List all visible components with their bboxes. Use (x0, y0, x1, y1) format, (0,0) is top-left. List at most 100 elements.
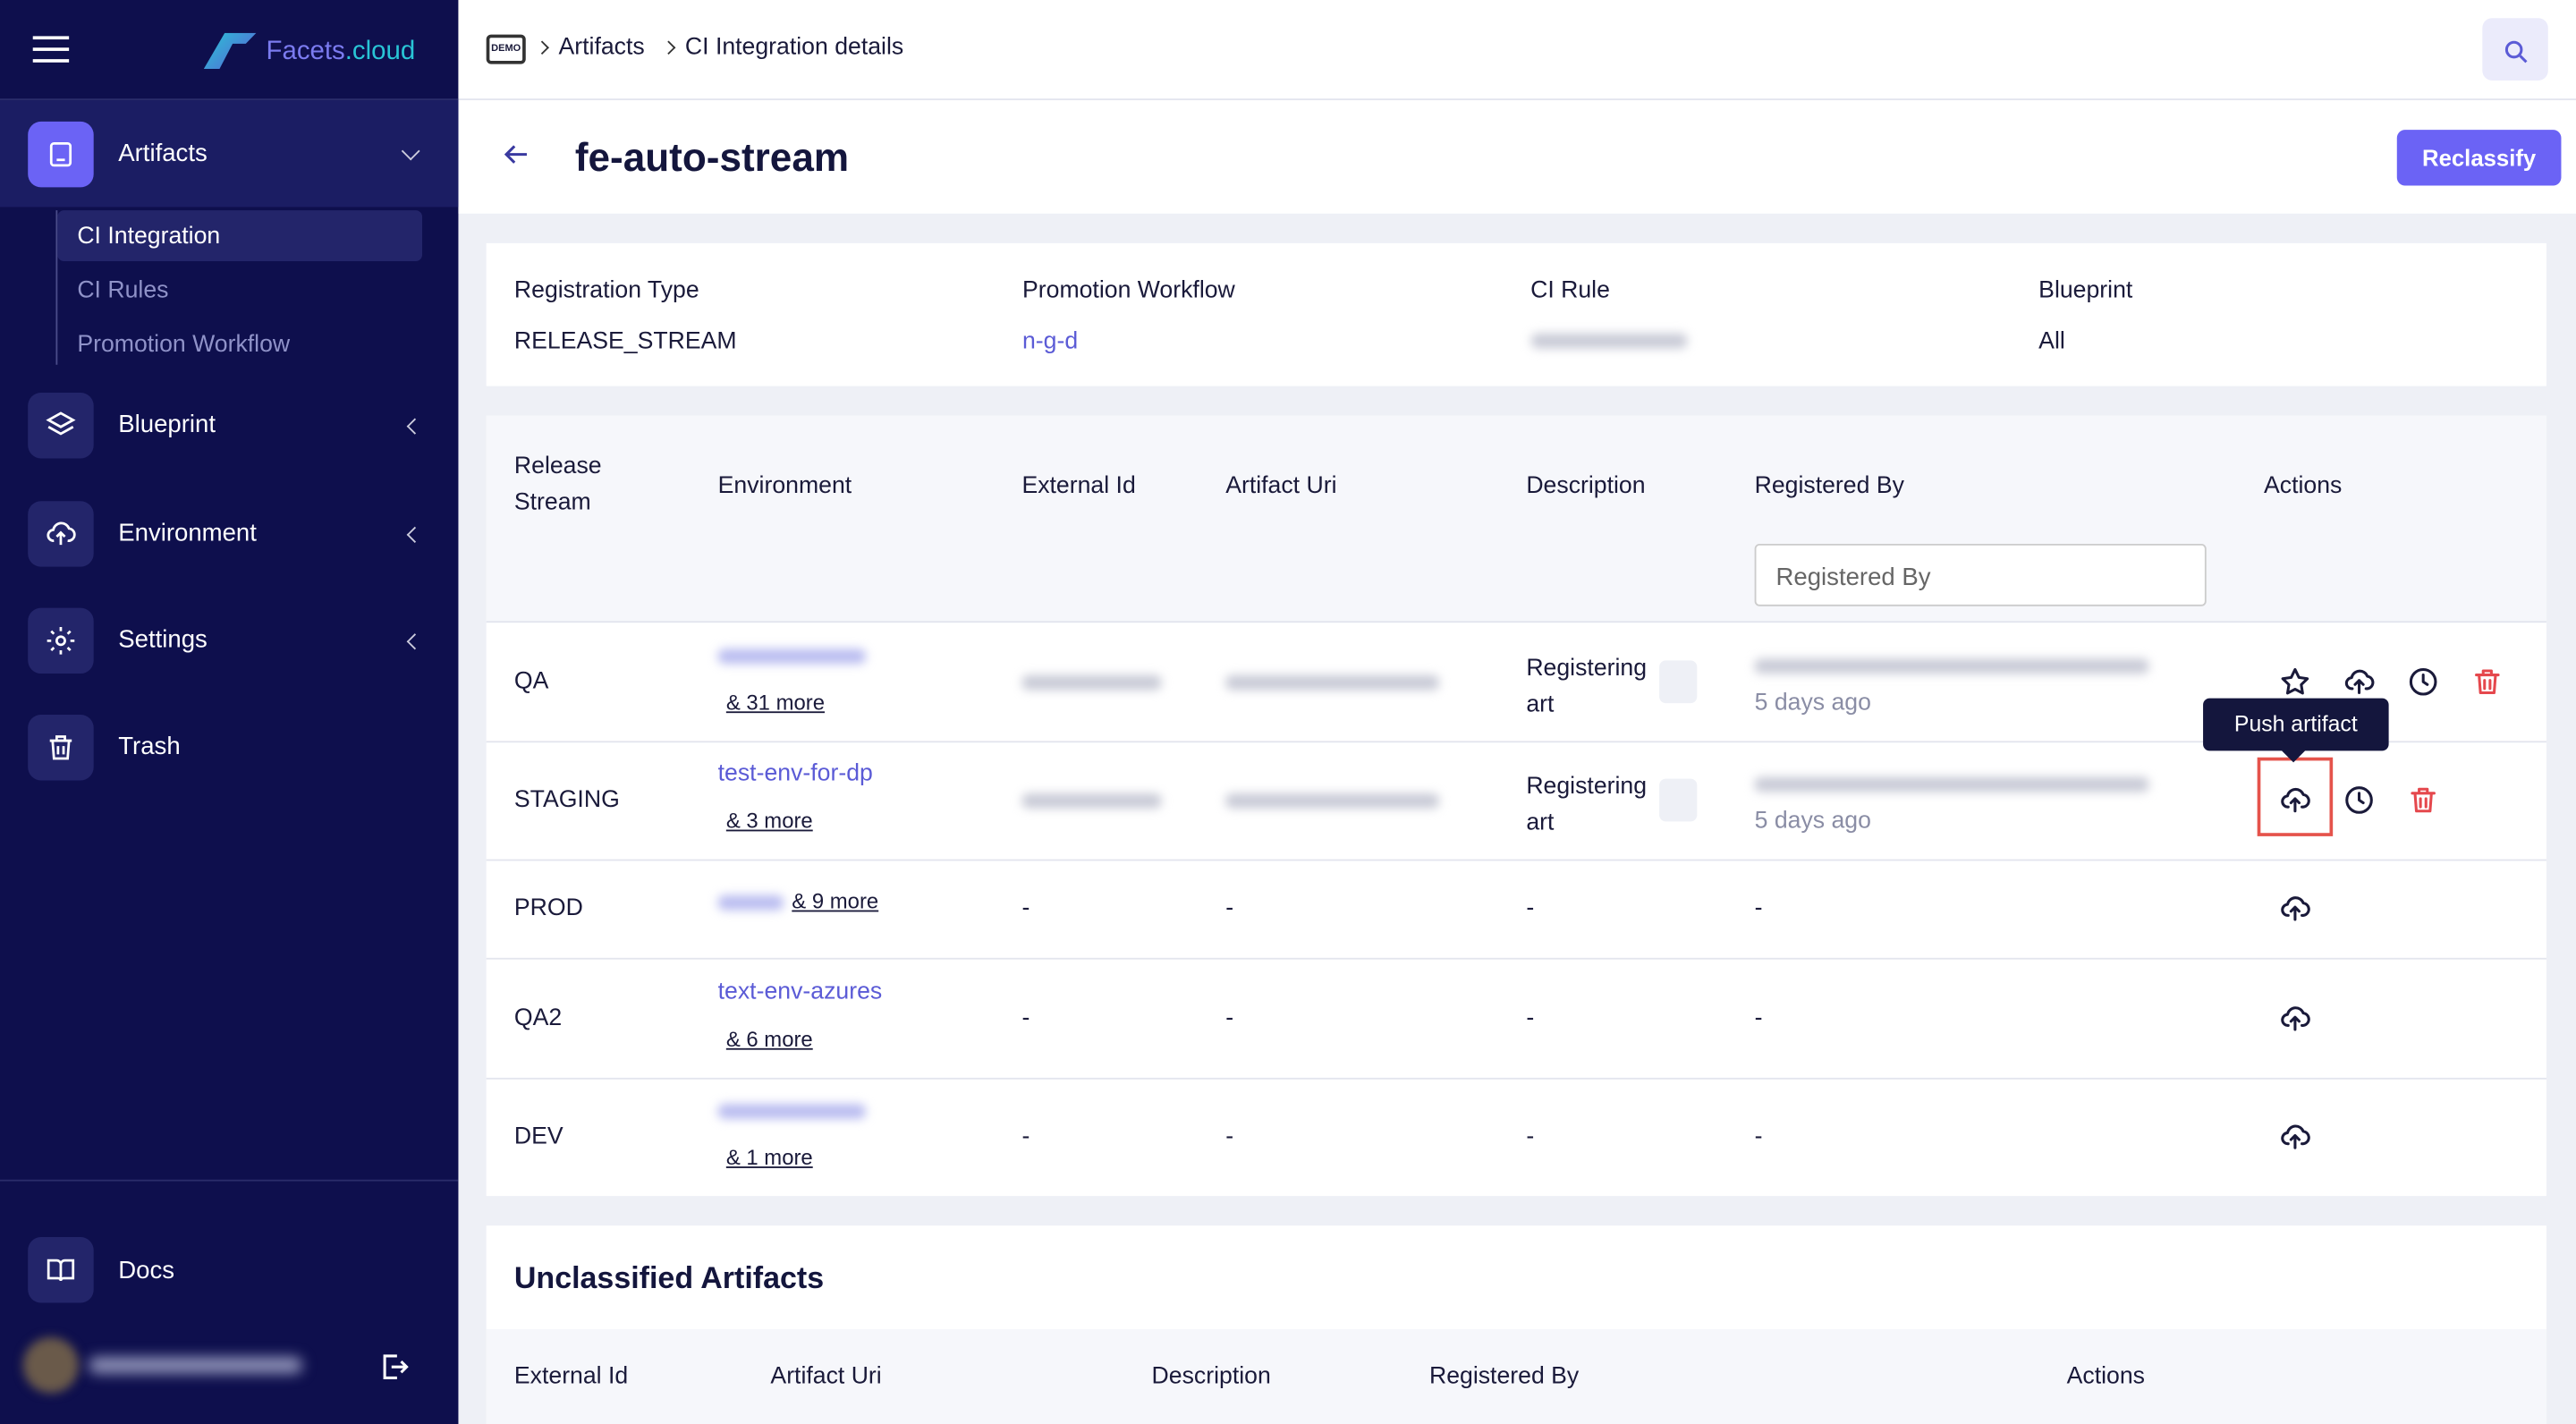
row-divider (486, 957, 2546, 960)
nav-item[interactable]: Trash (118, 733, 181, 761)
filter-input[interactable]: Registered By (1754, 543, 2207, 606)
subnav-item[interactable]: CI Rules (77, 277, 169, 304)
release-stream: DEV (513, 1123, 564, 1150)
more-link[interactable]: & 3 more (725, 808, 813, 834)
action-clock[interactable] (2343, 784, 2376, 817)
avatar (22, 1337, 80, 1394)
nav-icon-box (28, 501, 94, 567)
action-up[interactable] (2279, 1121, 2312, 1154)
blurred-user (1754, 776, 2149, 793)
nav-icon-box (28, 714, 94, 781)
registered-by: - (1754, 895, 1763, 922)
cell-artifact-uri: - (1225, 1004, 1234, 1031)
action-up[interactable] (2279, 784, 2312, 817)
row-divider (486, 741, 2546, 743)
title-bar (458, 100, 2576, 214)
more-button[interactable] (1659, 778, 1698, 822)
environment-link[interactable]: test-env-for-dp (717, 760, 873, 787)
nav-item[interactable]: Docs (118, 1257, 175, 1285)
action-up[interactable] (2279, 892, 2312, 925)
subnav-line (55, 210, 58, 365)
release-stream: QA2 (513, 1004, 563, 1031)
divider (0, 98, 459, 101)
user-name (89, 1357, 302, 1374)
release-stream: STAGING (513, 786, 620, 814)
registered-time: 5 days ago (1754, 690, 1871, 716)
subnav-item[interactable]: CI Integration (77, 223, 221, 250)
cell-artifact-uri: - (1225, 895, 1234, 922)
info-label: Blueprint (2038, 277, 2133, 304)
action-up[interactable] (2279, 1001, 2312, 1034)
more-link[interactable]: & 1 more (725, 1145, 813, 1170)
action-up[interactable] (2343, 665, 2376, 699)
menu-icon-mid (32, 47, 70, 51)
cell-external-id: - (1021, 1004, 1030, 1031)
column-header: Actions (2264, 472, 2343, 500)
nav-item[interactable]: Environment (118, 519, 257, 547)
table-header-bg (486, 1328, 2546, 1424)
blurred-cell (1021, 674, 1162, 691)
nav-item[interactable]: Blueprint (118, 411, 216, 439)
column-header: External Id (1021, 472, 1136, 500)
column-header: Actions (2066, 1363, 2145, 1390)
brand: Facets.cloud (266, 38, 416, 66)
nav-icon-box (28, 392, 94, 459)
subnav-active-bg (57, 210, 423, 262)
action-trash[interactable] (2407, 784, 2440, 817)
row-divider (486, 859, 2546, 861)
more-link[interactable]: & 6 more (725, 1026, 813, 1051)
nav-item[interactable]: Settings (118, 625, 208, 655)
demo-badge: DEMO (486, 34, 526, 64)
column-header: Registered By (1754, 472, 1904, 500)
nav-icon-box (28, 607, 94, 674)
action-star[interactable] (2279, 665, 2312, 699)
section-title: Unclassified Artifacts (513, 1259, 825, 1295)
more-link[interactable]: & 31 more (725, 690, 826, 715)
action-clock[interactable] (2407, 665, 2440, 699)
more-button[interactable] (1659, 660, 1698, 704)
nav-icon-box (28, 1237, 94, 1303)
blurred-env (717, 895, 784, 911)
menu-icon[interactable] (32, 36, 70, 63)
action-trash[interactable] (2470, 665, 2504, 699)
back-button[interactable] (499, 138, 532, 171)
logout[interactable] (377, 1351, 411, 1384)
info-label: CI Rule (1530, 277, 1610, 304)
header (458, 0, 2576, 101)
info-value[interactable]: n-g-d (1021, 328, 1079, 355)
column-header: Artifact Uri (1225, 472, 1337, 500)
highlight-box (2257, 757, 2334, 836)
column-header: Description (1151, 1363, 1271, 1390)
blurred-user (1754, 658, 2149, 674)
info-value: All (2038, 328, 2065, 355)
info-label: Promotion Workflow (1021, 277, 1235, 304)
info-value: RELEASE_STREAM (513, 328, 737, 355)
nav-item[interactable]: Artifacts (118, 140, 208, 168)
cell-external-id: - (1021, 1123, 1030, 1150)
more-link[interactable]: & 9 more (792, 888, 879, 914)
release-stream: PROD (513, 895, 583, 922)
description: - (1526, 895, 1535, 922)
column-header: Description (1526, 472, 1646, 500)
description: Registering art (1526, 655, 1648, 718)
description: - (1526, 1123, 1535, 1150)
registered-time: 5 days ago (1754, 808, 1871, 835)
blurred-value (1530, 333, 1687, 349)
blurred-env (717, 1104, 866, 1119)
breadcrumb-item[interactable]: Artifacts (558, 34, 645, 61)
subnav-item[interactable]: Promotion Workflow (77, 332, 291, 359)
search-button[interactable] (2482, 18, 2548, 81)
blurred-cell (1225, 674, 1439, 691)
breadcrumb-item: CI Integration details (684, 34, 904, 61)
table-header-bg (486, 415, 2546, 623)
description: - (1526, 1004, 1535, 1031)
registered-by: - (1754, 1123, 1763, 1150)
environment-link[interactable]: text-env-azures (717, 978, 883, 1005)
row-divider (486, 1077, 2546, 1080)
cell-artifact-uri: - (1225, 1123, 1234, 1150)
column-header: Artifact Uri (770, 1363, 882, 1390)
reclassify-button[interactable]: Reclassify (2396, 130, 2562, 186)
registered-by: - (1754, 1004, 1763, 1031)
